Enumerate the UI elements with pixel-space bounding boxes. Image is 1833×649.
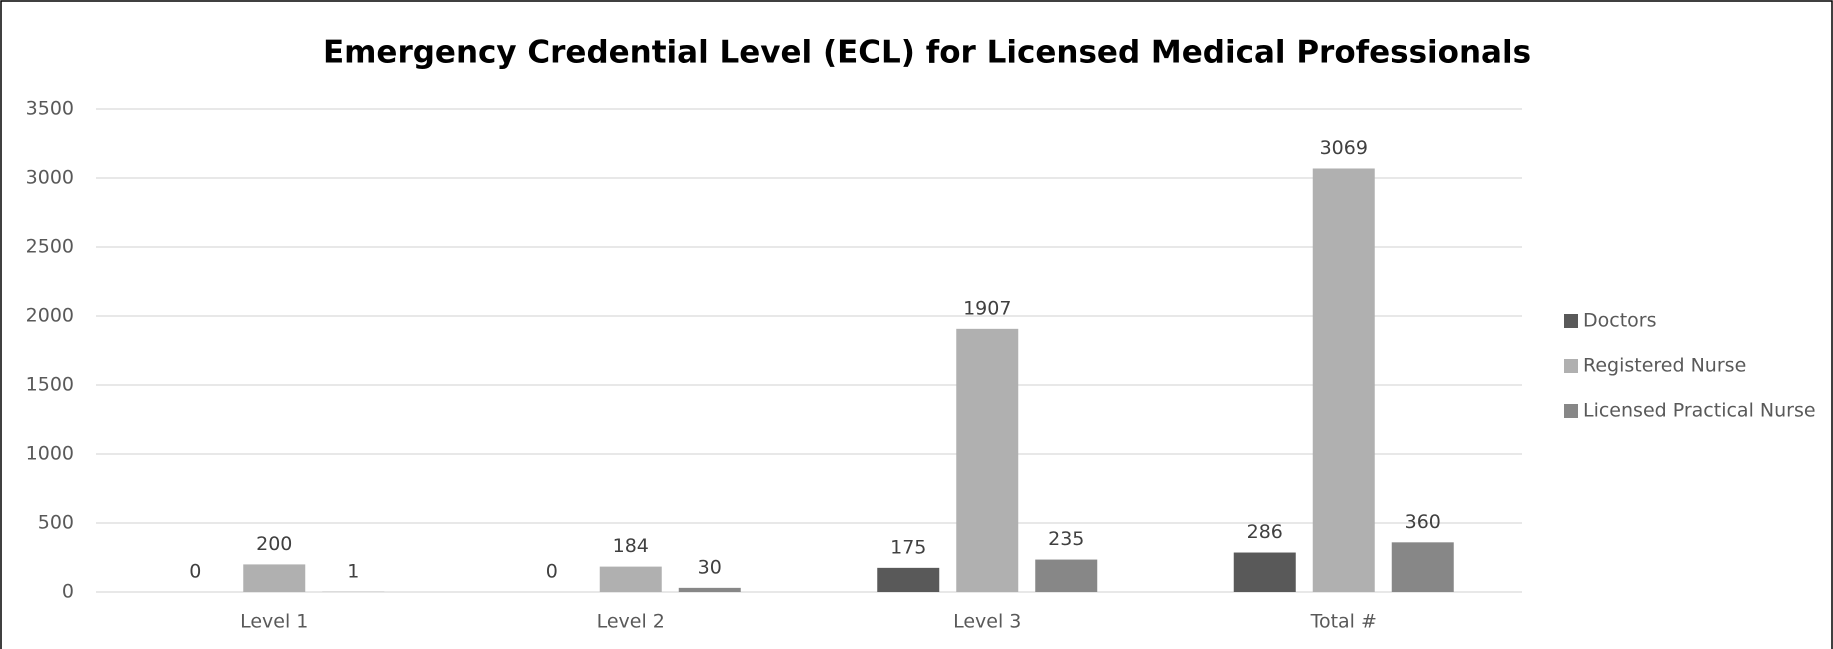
data-label: 30 bbox=[698, 556, 722, 578]
bar bbox=[1233, 552, 1296, 592]
x-tick-label: Total # bbox=[1310, 611, 1377, 633]
bar bbox=[1312, 168, 1375, 592]
data-label: 200 bbox=[256, 533, 292, 555]
legend-label: Doctors bbox=[1583, 310, 1657, 332]
y-tick-label: 0 bbox=[62, 581, 74, 603]
y-tick-label: 1000 bbox=[26, 443, 74, 465]
legend-swatch bbox=[1564, 359, 1578, 373]
legend-label: Registered Nurse bbox=[1583, 355, 1746, 377]
bar bbox=[243, 564, 306, 592]
data-label: 1907 bbox=[963, 297, 1011, 319]
y-tick-label: 500 bbox=[38, 512, 74, 534]
y-tick-label: 3500 bbox=[26, 98, 74, 120]
data-label: 175 bbox=[890, 536, 926, 558]
data-label: 0 bbox=[189, 561, 201, 583]
data-label: 235 bbox=[1048, 528, 1084, 550]
bar bbox=[877, 567, 940, 592]
legend-swatch bbox=[1564, 404, 1578, 418]
bar bbox=[678, 587, 741, 592]
y-tick-label: 2000 bbox=[26, 305, 74, 327]
x-tick-label: Level 2 bbox=[597, 611, 665, 633]
bar bbox=[1035, 559, 1098, 592]
chart-title: Emergency Credential Level (ECL) for Lic… bbox=[323, 35, 1531, 71]
legend-swatch bbox=[1564, 314, 1578, 328]
bar bbox=[599, 566, 662, 592]
bar bbox=[956, 328, 1019, 592]
y-tick-label: 3000 bbox=[26, 167, 74, 189]
x-tick-label: Level 3 bbox=[953, 611, 1021, 633]
data-label: 286 bbox=[1247, 521, 1283, 543]
data-label: 360 bbox=[1405, 511, 1441, 533]
data-label: 3069 bbox=[1320, 137, 1368, 159]
data-label: 1 bbox=[347, 560, 359, 582]
legend-label: Licensed Practical Nurse bbox=[1583, 400, 1816, 422]
y-tick-label: 1500 bbox=[26, 374, 74, 396]
bar bbox=[1391, 542, 1454, 592]
x-tick-label: Level 1 bbox=[240, 611, 308, 633]
data-label: 0 bbox=[546, 561, 558, 583]
y-tick-label: 2500 bbox=[26, 236, 74, 258]
data-label: 184 bbox=[613, 535, 649, 557]
